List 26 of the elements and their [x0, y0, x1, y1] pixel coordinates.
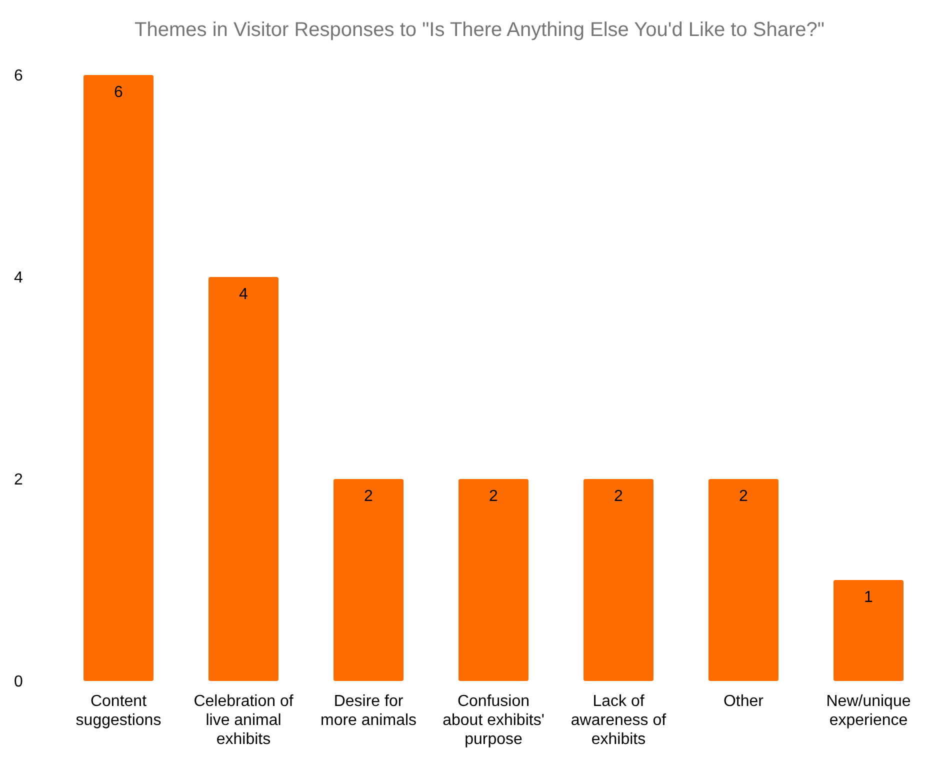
x-tick-label: Desire for more animals [320, 693, 417, 729]
x-tick-label: Other [723, 693, 764, 710]
data-label: 1 [864, 589, 874, 606]
data-label: 6 [114, 84, 124, 101]
bar [334, 479, 404, 681]
bar [584, 479, 654, 681]
bar [208, 277, 278, 681]
x-tick-label: Celebration of live animal exhibits [194, 693, 294, 748]
data-label: 2 [364, 488, 374, 505]
data-label: 4 [239, 286, 248, 303]
y-tick-label: 6 [14, 68, 23, 85]
bar [708, 479, 778, 681]
x-tick-label: Content suggestions [76, 693, 162, 729]
x-tick-label: Confusion about exhibits' purpose [442, 693, 544, 748]
y-tick-label: 2 [14, 472, 23, 489]
x-tick-label: Lack of awareness of exhibits [570, 693, 667, 748]
chart-title: Themes in Visitor Responses to "Is There Anything Else You'd Like to Share?" [134, 19, 824, 41]
y-tick-label: 4 [14, 270, 23, 287]
x-tick-label: New/unique experience [826, 693, 911, 729]
y-tick-label: 0 [14, 674, 23, 691]
data-label: 2 [489, 488, 498, 505]
data-label: 2 [614, 488, 624, 505]
data-label: 2 [739, 488, 748, 505]
bar [834, 580, 904, 681]
bar [458, 479, 528, 681]
bar [84, 75, 154, 681]
